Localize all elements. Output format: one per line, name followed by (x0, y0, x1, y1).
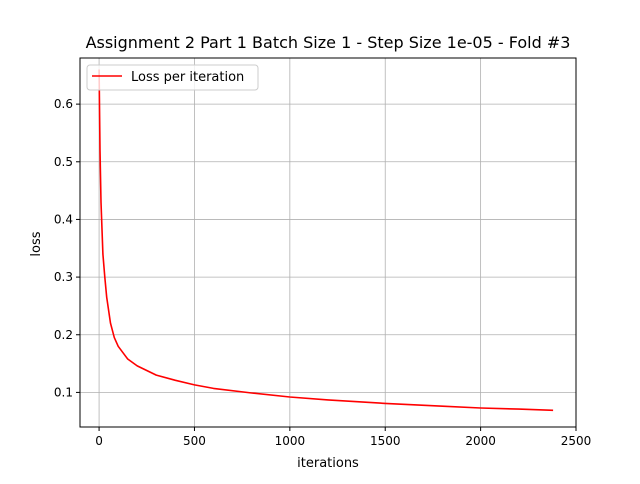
x-tick-label: 500 (183, 434, 206, 448)
legend-box (86, 64, 259, 91)
x-tick-label: 2500 (561, 434, 592, 448)
y-tick-label: 0.4 (54, 212, 73, 226)
series-layer (98, 69, 554, 412)
y-axis-label: loss (29, 231, 44, 256)
chart-title: Assignment 2 Part 1 Batch Size 1 - Step … (86, 33, 571, 52)
loss-series-line (98, 69, 554, 412)
x-tick-label: 1500 (370, 434, 401, 448)
x-tick-label: 1000 (275, 434, 306, 448)
y-tick-label: 0.3 (54, 270, 73, 284)
y-tick-label: 0.5 (54, 155, 73, 169)
y-axis-ticks: 0.1 0.2 0.3 0.4 0.5 0.6 (54, 97, 80, 399)
y-tick-label: 0.6 (54, 97, 73, 111)
axes-frame (79, 57, 577, 428)
x-tick-label: 0 (95, 434, 103, 448)
x-tick-label: 2000 (465, 434, 496, 448)
x-axis-ticks: 0 500 1000 1500 2000 2500 (95, 427, 591, 448)
grid-lines (80, 58, 577, 427)
legend-label: Loss per iteration (131, 70, 244, 85)
legend: Loss per iteration (86, 64, 259, 91)
x-axis-label: iterations (297, 456, 359, 471)
y-tick-label: 0.2 (54, 328, 73, 342)
y-tick-label: 0.1 (54, 385, 73, 399)
